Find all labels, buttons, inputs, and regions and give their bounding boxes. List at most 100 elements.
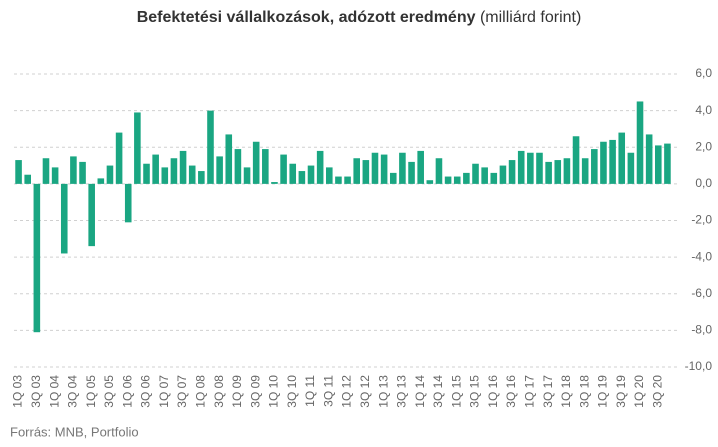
- bar: [24, 174, 31, 184]
- x-tick-label: 1Q 12: [340, 375, 354, 408]
- x-tick-label: 3Q 13: [395, 375, 409, 408]
- bar: [408, 161, 415, 184]
- bar: [15, 160, 22, 184]
- bar: [216, 156, 223, 184]
- bar: [591, 149, 598, 184]
- bar: [517, 150, 525, 184]
- bar: [134, 112, 141, 184]
- bar: [70, 156, 77, 184]
- bar: [636, 101, 644, 184]
- x-tick-label: 1Q 16: [486, 375, 500, 408]
- bar: [152, 154, 159, 184]
- bar: [289, 163, 297, 184]
- title-main: Befektetési vállalkozások, adózott eredm…: [137, 9, 476, 26]
- y-tick-label: -10,0: [685, 359, 713, 373]
- bar: [97, 178, 105, 184]
- x-tick-label: 1Q 13: [376, 375, 390, 408]
- y-tick-label: -8,0: [691, 323, 712, 337]
- x-tick-label: 3Q 15: [468, 375, 482, 408]
- x-tick-label: 3Q 12: [358, 375, 372, 408]
- bar: [252, 141, 260, 184]
- x-tick-label: 3Q 14: [431, 375, 445, 408]
- x-tick-label: 1Q 05: [84, 375, 98, 408]
- x-tick-label: 1Q 09: [230, 375, 244, 408]
- x-tick-label: 3Q 18: [577, 375, 591, 408]
- x-tick-label: 3Q 04: [66, 375, 80, 408]
- title-unit: (milliárd forint): [480, 9, 581, 26]
- x-tick-label: 1Q 19: [596, 375, 610, 408]
- bar: [627, 152, 635, 184]
- bar: [371, 152, 379, 184]
- x-tick-label: 1Q 04: [47, 375, 61, 408]
- x-tick-label: 3Q 08: [212, 375, 226, 408]
- y-tick-label: 0,0: [695, 176, 712, 190]
- bar: [572, 136, 580, 184]
- y-tick-label: 2,0: [695, 139, 712, 153]
- x-tick-label: 3Q 11: [321, 375, 335, 407]
- bar: [399, 152, 406, 184]
- x-tick-label: 1Q 17: [523, 375, 537, 408]
- x-tick-label: 1Q 18: [559, 375, 573, 408]
- x-tick-label: 1Q 03: [11, 375, 25, 408]
- x-tick-label: 3Q 19: [614, 375, 628, 408]
- bar: [33, 183, 41, 333]
- bar: [88, 183, 95, 247]
- bar: [124, 183, 132, 223]
- bar: [316, 150, 324, 184]
- source: Forrás: MNB, Portfolio: [10, 424, 139, 439]
- bar: [335, 176, 342, 184]
- bar: [453, 176, 461, 184]
- bar: [362, 160, 370, 184]
- bar: [417, 150, 424, 184]
- bar: [481, 167, 488, 184]
- bar: [435, 158, 443, 184]
- bar: [60, 183, 68, 254]
- bar: [472, 163, 479, 184]
- bar: [307, 165, 315, 184]
- x-tick-label: 3Q 05: [102, 375, 116, 408]
- bar: [655, 145, 662, 184]
- bar: [262, 149, 269, 184]
- x-tick-label: 1Q 10: [267, 375, 281, 408]
- bar: [499, 165, 507, 184]
- bar: [545, 161, 552, 184]
- bar: [170, 158, 178, 184]
- x-tick-label: 3Q 20: [650, 375, 664, 408]
- y-tick-label: -6,0: [691, 286, 712, 300]
- chart-title: Befektetési vállalkozások, adózott eredm…: [137, 9, 582, 26]
- bar: [645, 134, 653, 184]
- x-tick-label: 3Q 06: [139, 375, 153, 408]
- x-tick-label: 3Q 16: [504, 375, 518, 408]
- bar: [271, 182, 278, 184]
- bar: [600, 141, 607, 184]
- bar: [426, 180, 434, 184]
- bar: [179, 150, 187, 184]
- x-tick-label: 3Q 03: [29, 375, 43, 408]
- bar: [527, 152, 534, 184]
- bar: [234, 149, 242, 184]
- bar: [554, 160, 562, 184]
- bar: [664, 143, 671, 184]
- x-tick-label: 3Q 09: [248, 375, 262, 408]
- bar: [463, 172, 470, 184]
- x-tick-label: 1Q 20: [632, 375, 646, 408]
- bar: [198, 171, 205, 184]
- bar: [115, 132, 123, 184]
- bar: [280, 154, 287, 184]
- bar: [188, 165, 196, 184]
- bar: [243, 167, 251, 184]
- y-tick-label: 6,0: [695, 66, 712, 80]
- bar: [106, 165, 114, 184]
- bar: [508, 160, 516, 184]
- x-tick-label: 1Q 11: [303, 375, 317, 407]
- bar: [161, 167, 169, 184]
- x-tick-label: 1Q 14: [413, 375, 427, 408]
- bar: [225, 134, 233, 184]
- bar: [563, 158, 571, 184]
- bar: [536, 152, 543, 184]
- x-tick-label: 1Q 06: [120, 375, 134, 408]
- bar: [609, 139, 616, 184]
- bar: [42, 158, 50, 184]
- x-tick-label: 1Q 07: [157, 375, 171, 408]
